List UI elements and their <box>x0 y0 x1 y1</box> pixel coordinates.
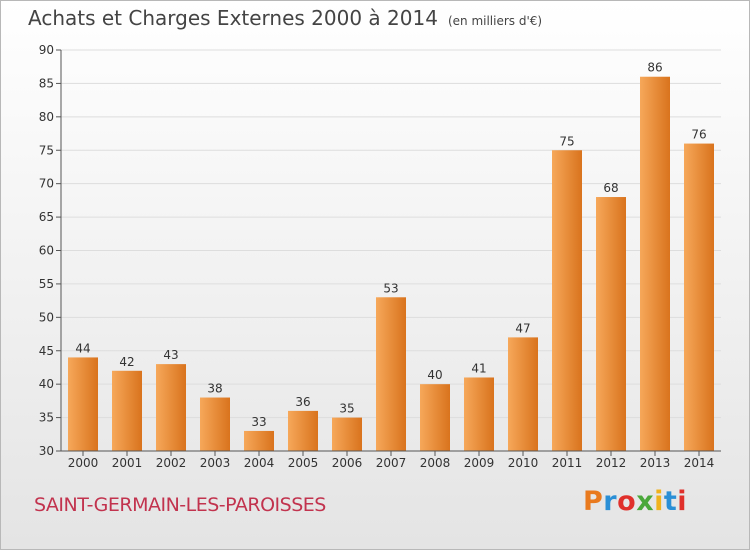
y-tick-label: 50 <box>39 310 54 324</box>
commune-name: SAINT-GERMAIN-LES-PAROISSES <box>34 494 326 516</box>
title-unit: (en milliers d'€) <box>447 14 543 28</box>
x-tick-label: 2002 <box>156 456 187 470</box>
x-tick-label: 2005 <box>288 456 319 470</box>
x-tick-label: 2012 <box>596 456 627 470</box>
data-label: 35 <box>339 402 354 416</box>
data-label: 68 <box>603 181 618 195</box>
logo-letter: r <box>603 486 618 517</box>
title-text: Achats et Charges Externes 2000 à 2014 <box>28 6 438 30</box>
bar <box>596 197 626 451</box>
bar <box>640 76 670 451</box>
data-label: 53 <box>383 281 398 295</box>
chart-title: Achats et Charges Externes 2000 à 2014 (e… <box>28 6 542 30</box>
x-tick-label: 2009 <box>464 456 495 470</box>
proxiti-logo: Proxiti <box>583 486 687 517</box>
bar <box>376 297 406 451</box>
bar <box>244 430 274 451</box>
bar <box>288 410 318 451</box>
y-tick-label: 65 <box>39 210 54 224</box>
x-tick-label: 2001 <box>112 456 143 470</box>
logo-letter: o <box>617 486 637 517</box>
y-tick-label: 90 <box>39 43 54 57</box>
data-label: 76 <box>691 128 706 142</box>
data-label: 41 <box>471 361 486 375</box>
bar <box>420 384 450 451</box>
bar <box>200 397 230 451</box>
data-label: 42 <box>119 355 134 369</box>
x-tick-label: 2003 <box>200 456 231 470</box>
x-tick-label: 2007 <box>376 456 407 470</box>
x-tick-label: 2006 <box>332 456 363 470</box>
bar <box>112 370 142 451</box>
bar <box>156 364 186 451</box>
logo-letter: i <box>677 486 688 517</box>
x-tick-label: 2004 <box>244 456 275 470</box>
logo-letter: P <box>583 486 604 517</box>
y-tick-label: 85 <box>39 76 54 90</box>
y-tick-label: 70 <box>39 177 54 191</box>
y-tick-label: 35 <box>39 411 54 425</box>
logo-letter: t <box>663 486 678 517</box>
data-label: 47 <box>515 321 530 335</box>
data-label: 33 <box>251 415 266 429</box>
axes: 30 35 40 45 50 55 60 65 70 75 80 85 90 2000 2001 2002 20… <box>39 43 721 470</box>
x-tick-label: 2014 <box>684 456 715 470</box>
data-label: 40 <box>427 368 442 382</box>
data-label: 36 <box>295 395 310 409</box>
y-tick-label: 80 <box>39 110 54 124</box>
x-tick-label: 2010 <box>508 456 539 470</box>
data-label: 43 <box>163 348 178 362</box>
x-tick-label: 2011 <box>552 456 583 470</box>
x-tick-label: 2000 <box>68 456 99 470</box>
bar <box>332 417 362 451</box>
y-tick-label: 30 <box>39 444 54 458</box>
data-label: 38 <box>207 382 222 396</box>
logo-letter: x <box>636 486 655 517</box>
x-tick-label: 2013 <box>640 456 671 470</box>
y-tick-label: 60 <box>39 244 54 258</box>
bar <box>684 143 714 452</box>
y-tick-label: 40 <box>39 377 54 391</box>
bars: 44 42 43 38 33 36 35 53 40 41 47 75 68 86 76 <box>68 61 714 452</box>
logo-letter: i <box>654 486 664 517</box>
bar <box>68 357 98 451</box>
data-label: 44 <box>75 341 90 355</box>
bar <box>552 150 582 451</box>
y-tick-label: 55 <box>39 277 54 291</box>
x-tick-label: 2008 <box>420 456 451 470</box>
bar <box>508 337 538 451</box>
bar <box>464 377 494 451</box>
y-tick-label: 75 <box>39 143 54 157</box>
data-label: 86 <box>647 61 662 75</box>
y-tick-label: 45 <box>39 344 54 358</box>
data-label: 75 <box>559 134 574 148</box>
